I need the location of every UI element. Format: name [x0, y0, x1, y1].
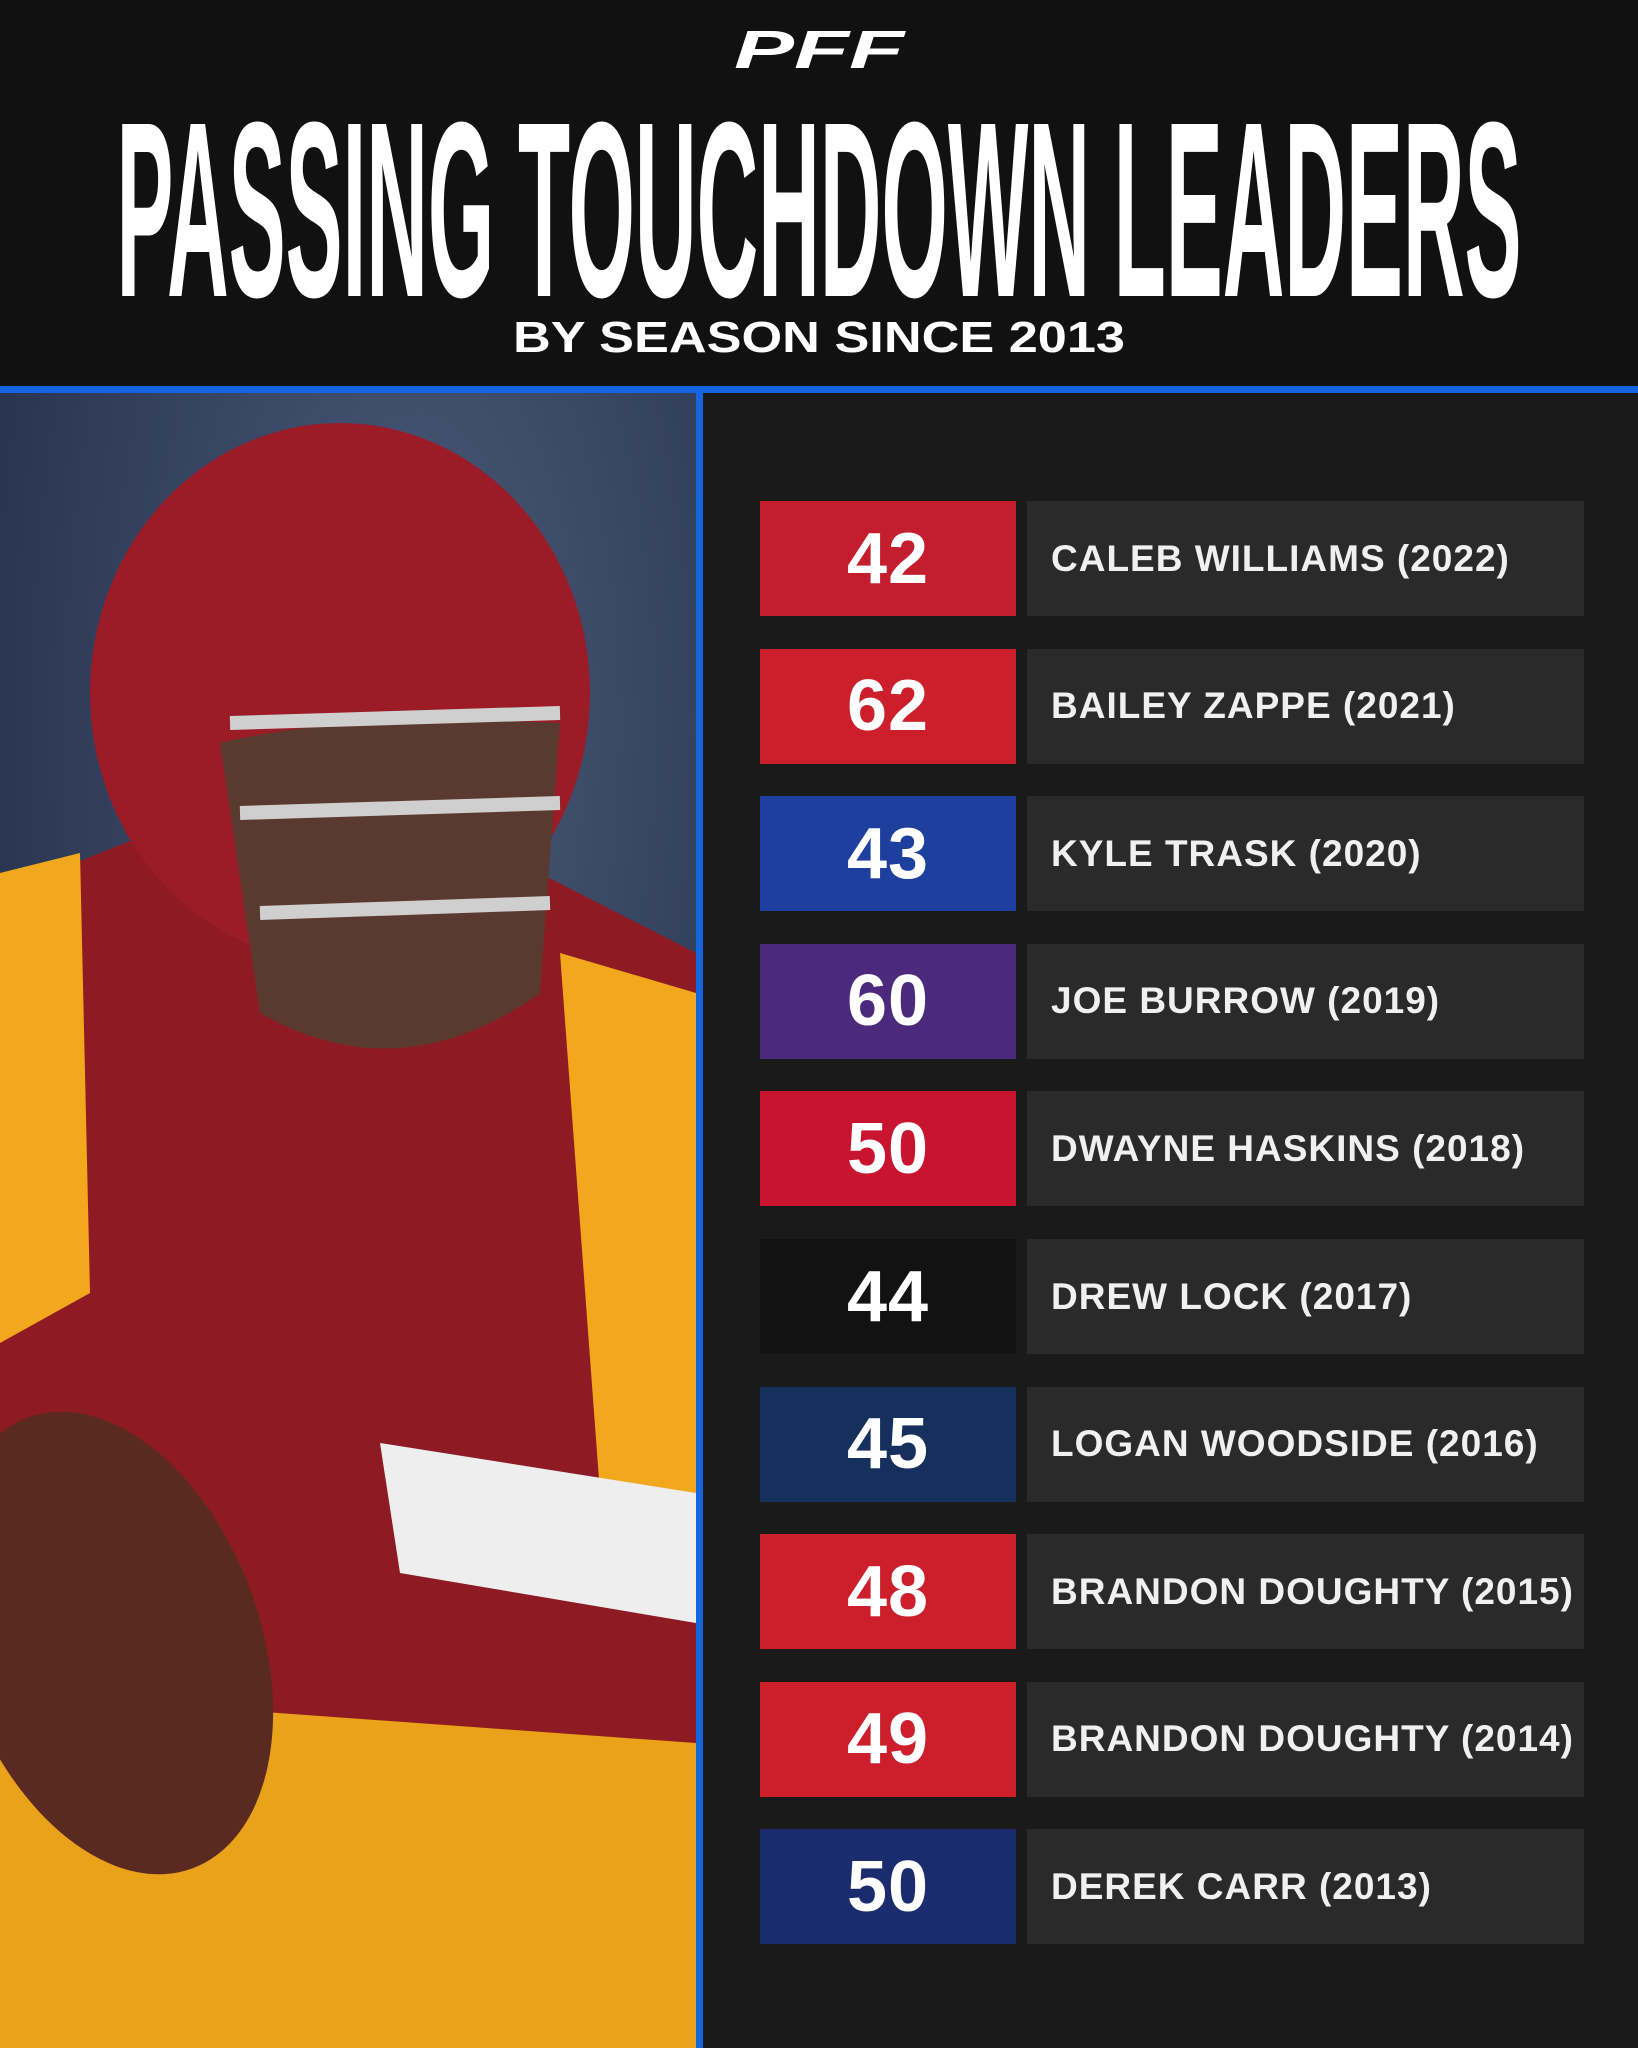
- td-count: 45: [760, 1386, 1016, 1502]
- player-name: DREW LOCK (2017): [1027, 1239, 1584, 1354]
- player-name: BAILEY ZAPPE (2021): [1027, 648, 1584, 764]
- subtitle: BY SEASON SINCE 2013: [513, 313, 1125, 362]
- title: PASSING TOUCHDOWN LEADERS: [117, 70, 1522, 349]
- divider-vertical: [696, 393, 703, 2048]
- header-text: PFF PASSING TOUCHDOWN LEADERS BY SEASON …: [117, 20, 1522, 362]
- td-count: 50: [760, 1829, 1016, 1945]
- player-name: KYLE TRASK (2020): [1027, 796, 1584, 912]
- facemask: [229, 706, 561, 920]
- player-name: LOGAN WOODSIDE (2016): [1027, 1386, 1584, 1502]
- td-count: 50: [760, 1091, 1016, 1207]
- logo: PFF: [734, 20, 907, 80]
- player-photo: [0, 393, 696, 2048]
- player-name: CALEB WILLIAMS (2022): [1027, 501, 1584, 616]
- player-name: JOE BURROW (2019): [1027, 943, 1584, 1059]
- td-count: 48: [760, 1534, 1016, 1650]
- td-count: 62: [760, 648, 1016, 764]
- player-name: BRANDON DOUGHTY (2015): [1027, 1534, 1584, 1650]
- player-name: BRANDON DOUGHTY (2014): [1027, 1681, 1584, 1797]
- td-count: 49: [760, 1681, 1016, 1797]
- leader-list: 42 CALEB WILLIAMS (2022) 62 BAILEY ZAPPE (2…: [703, 393, 1638, 2048]
- sleeve-left: [0, 853, 90, 1343]
- football: [0, 1411, 274, 1875]
- sleeve: [560, 953, 696, 1543]
- td-count: 42: [760, 501, 1016, 616]
- arm-sleeve: [380, 1443, 696, 1623]
- td-count: 60: [760, 943, 1016, 1059]
- td-count: 44: [760, 1239, 1016, 1354]
- face: [220, 720, 560, 1049]
- header: PFF PASSING TOUCHDOWN LEADERS BY SEASON …: [0, 0, 1638, 386]
- photo-art: [0, 393, 696, 2048]
- td-count: 43: [760, 796, 1016, 912]
- player-name: DWAYNE HASKINS (2018): [1027, 1091, 1584, 1207]
- player-name: DEREK CARR (2013): [1027, 1829, 1584, 1945]
- divider: [0, 386, 1638, 393]
